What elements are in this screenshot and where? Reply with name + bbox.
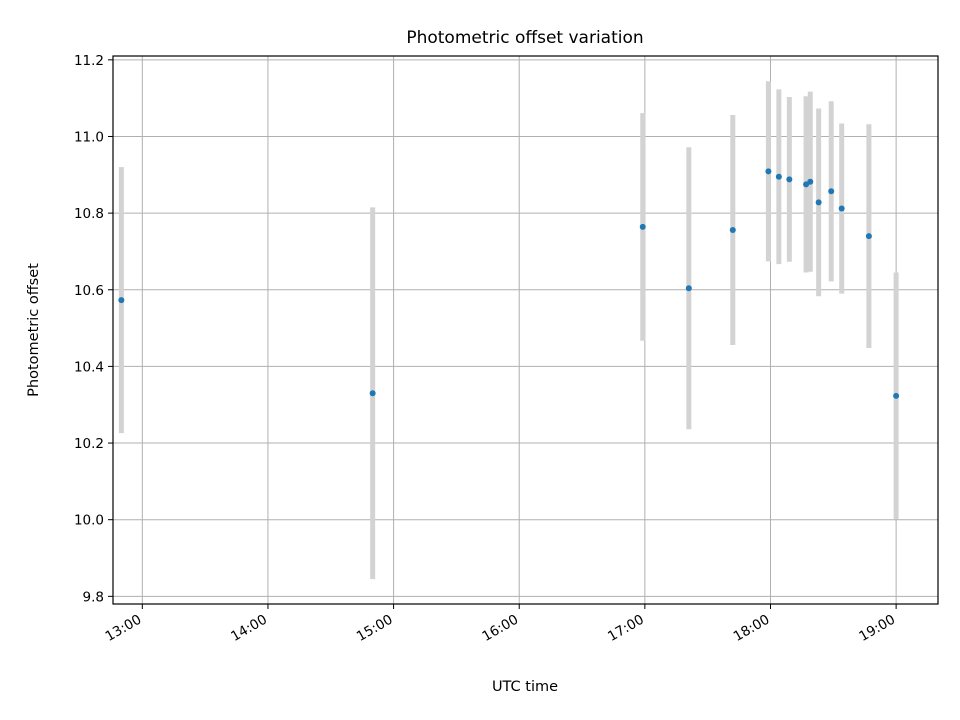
y-tick-label: 10.6 xyxy=(74,283,104,299)
data-point xyxy=(118,297,124,303)
y-tick-label: 11.2 xyxy=(74,53,104,69)
data-point xyxy=(776,174,782,180)
data-point xyxy=(816,199,822,205)
data-point xyxy=(807,179,813,185)
y-tick-label: 10.0 xyxy=(74,513,104,529)
data-point xyxy=(730,227,736,233)
chart-title: Photometric offset variation xyxy=(406,28,643,48)
data-point xyxy=(370,390,376,396)
data-point xyxy=(786,176,792,182)
y-tick-label: 10.4 xyxy=(74,359,104,375)
y-tick-label: 10.8 xyxy=(74,206,104,222)
data-point xyxy=(686,285,692,291)
data-point xyxy=(839,206,845,212)
data-point xyxy=(893,393,899,399)
y-tick-label: 10.2 xyxy=(74,436,104,452)
data-point xyxy=(765,168,771,174)
y-tick-label: 9.8 xyxy=(83,589,104,605)
data-point xyxy=(828,188,834,194)
y-tick-label: 11.0 xyxy=(74,129,104,145)
x-axis-label: UTC time xyxy=(492,679,558,695)
y-axis-label: Photometric offset xyxy=(26,263,42,397)
data-point xyxy=(866,233,872,239)
data-point xyxy=(640,224,646,230)
